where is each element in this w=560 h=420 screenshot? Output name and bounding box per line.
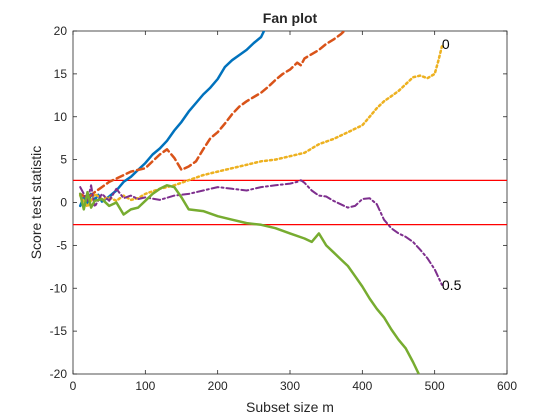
- x-tick-label: 100: [135, 379, 155, 393]
- y-tick-label: 5: [60, 153, 67, 167]
- series-line-2: [78, 31, 346, 200]
- x-axis-title: Subset size m: [246, 399, 334, 415]
- x-tick-label: 200: [208, 379, 228, 393]
- series-label: 0.5: [442, 277, 462, 293]
- x-tick-label: 0: [70, 379, 77, 393]
- y-tick-label: -15: [50, 324, 68, 338]
- x-tick-label: 600: [497, 379, 517, 393]
- y-tick-label: 20: [54, 24, 68, 38]
- x-tick-label: 400: [352, 379, 372, 393]
- series-labels: 00.5: [442, 36, 462, 293]
- series-label: 0: [442, 36, 450, 52]
- y-tick-label: -10: [50, 281, 68, 295]
- reference-lines: [73, 179, 507, 226]
- y-axis: -20 -15 -10 -5 0 5 10 15 20: [50, 24, 507, 381]
- y-tick-label: 15: [54, 67, 68, 81]
- chart-title: Fan plot: [263, 10, 318, 26]
- y-tick-label: 10: [54, 110, 68, 124]
- y-tick-label: 0: [60, 196, 67, 210]
- y-tick-label: -20: [50, 367, 68, 381]
- series-line-4: [79, 179, 443, 286]
- series-line-3: [78, 45, 444, 209]
- x-tick-label: 500: [425, 379, 445, 393]
- x-axis: 0 100 200 300 400 500 600: [70, 31, 517, 393]
- series-line-5: [78, 184, 421, 374]
- series-lines: [78, 31, 444, 374]
- y-axis-title: Score test statistic: [28, 146, 44, 260]
- y-tick-label: -5: [56, 238, 67, 252]
- plot-area: [72, 30, 508, 375]
- series-line-1: [78, 31, 266, 208]
- x-tick-label: 300: [280, 379, 300, 393]
